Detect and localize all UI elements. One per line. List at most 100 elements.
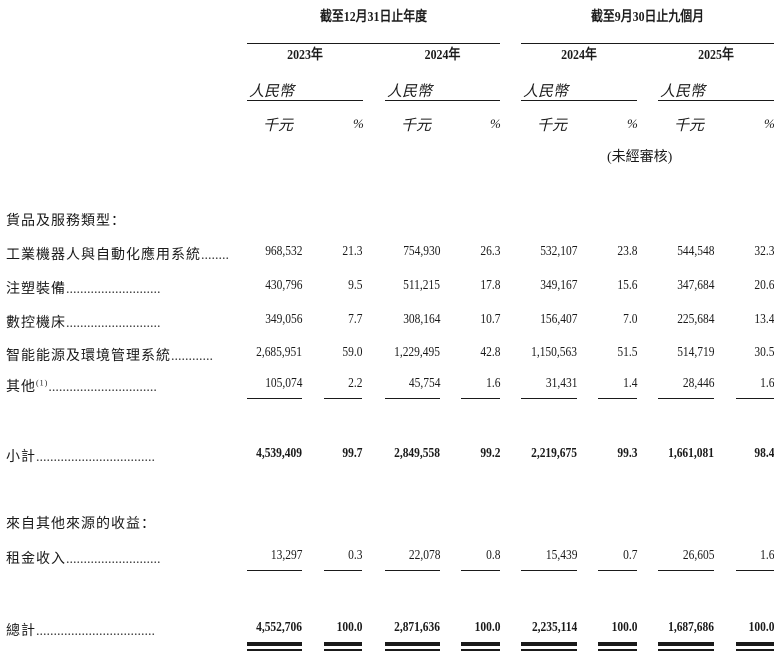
row-label: 注塑裝備........................... (6, 278, 161, 298)
double-underline (521, 642, 577, 646)
underline (598, 398, 637, 399)
leader-dots: ........................... (66, 282, 161, 297)
unaudited-label: (未經審核) (607, 150, 673, 165)
amount-cell: 2,219,675 (531, 446, 577, 461)
underline (736, 398, 774, 399)
currency-label: 人民幣 (523, 84, 569, 100)
amount-cell: 430,796 (264, 278, 302, 293)
double-underline (385, 642, 440, 646)
row-label: 數控機床........................... (6, 312, 161, 332)
leader-dots: ............................... (48, 380, 157, 395)
row-label: 智能能源及環境管理系統............ (6, 345, 213, 365)
amount-cell: 2,235,114 (531, 620, 577, 635)
row-label-text: 租金收入 (6, 552, 66, 567)
underline (385, 570, 440, 571)
percent-cell: 32.3 (753, 244, 774, 259)
percent-cell: 1.4 (622, 376, 637, 391)
double-underline (521, 649, 577, 651)
double-underline (598, 649, 637, 651)
underline (461, 398, 500, 399)
amount-cell: 4,552,706 (256, 620, 302, 635)
percent-cell: 17.8 (479, 278, 500, 293)
percent-cell: 99.7 (341, 446, 362, 461)
footnote-ref: (1) (36, 378, 49, 388)
percent-cell: 15.6 (616, 278, 637, 293)
double-underline (247, 642, 302, 646)
header-year-ended: 截至12月31日止年度 (319, 10, 428, 25)
amount-cell: 2,871,636 (394, 620, 440, 635)
percent-cell: 13.4 (753, 312, 774, 327)
double-underline (736, 649, 774, 651)
amount-cell: 1,687,686 (668, 620, 714, 635)
percent-cell: 0.8 (485, 548, 500, 563)
percent-cell: 100.0 (336, 620, 362, 635)
double-underline (461, 649, 500, 651)
amount-cell: 511,215 (403, 278, 440, 293)
percent-cell: 2.2 (347, 376, 362, 391)
percent-cell: 99.2 (479, 446, 500, 461)
section-other-sources: 來自其他來源的收益： (6, 517, 156, 532)
amount-cell: 156,407 (539, 312, 577, 327)
amount-cell: 45,754 (408, 376, 440, 391)
percent-label: % (764, 116, 774, 131)
percent-cell: 1.6 (485, 376, 500, 391)
percent-cell: 7.7 (347, 312, 362, 327)
underline (658, 570, 714, 571)
amount-cell: 754,930 (402, 244, 440, 259)
year-header: 2024年 (561, 48, 597, 63)
amount-cell: 22,078 (408, 548, 440, 563)
amount-cell: 4,539,409 (256, 446, 302, 461)
percent-cell: 0.3 (347, 548, 362, 563)
amount-cell: 532,107 (539, 244, 577, 259)
amount-cell: 544,548 (676, 244, 714, 259)
row-label: 租金收入........................... (6, 548, 161, 568)
amount-cell: 2,849,558 (394, 446, 440, 461)
percent-cell: 10.7 (479, 312, 500, 327)
percent-cell: 26.3 (479, 244, 500, 259)
year-header: 2024年 (424, 48, 461, 63)
amount-cell: 1,661,081 (668, 446, 714, 461)
amount-cell: 349,056 (264, 312, 302, 327)
row-label: 總計.................................. (6, 620, 155, 640)
row-label-text: 小計 (6, 450, 36, 465)
amount-cell: 15,439 (545, 548, 577, 563)
unit-label: 千元 (401, 118, 432, 134)
row-label-text: 工業機器人與自動化應用系統 (6, 248, 201, 263)
header-nine-months: 截至9月30日止九個月 (590, 10, 705, 25)
percent-cell: 30.5 (753, 345, 774, 360)
row-label: 工業機器人與自動化應用系統........ (6, 244, 229, 264)
percent-label: % (627, 116, 638, 131)
underline (521, 570, 577, 571)
percent-cell: 0.7 (622, 548, 637, 563)
amount-cell: 26,605 (682, 548, 714, 563)
currency-label: 人民幣 (660, 84, 706, 100)
double-underline (324, 649, 362, 651)
leader-dots: .................................. (36, 624, 155, 639)
percent-cell: 21.3 (341, 244, 362, 259)
section-goods-services: 貨品及服務類型： (6, 214, 126, 229)
underline (385, 398, 440, 399)
unit-label: 千元 (263, 118, 294, 134)
percent-cell: 1.6 (759, 376, 774, 391)
double-underline (247, 649, 302, 651)
double-underline (598, 642, 637, 646)
divider (658, 100, 774, 101)
amount-cell: 13,297 (270, 548, 302, 563)
row-label-text: 其他 (6, 380, 36, 395)
underline (521, 398, 577, 399)
double-underline (461, 642, 500, 646)
row-label-text: 總計 (6, 624, 36, 639)
percent-cell: 7.0 (622, 312, 637, 327)
percent-label: % (353, 116, 364, 131)
divider (521, 43, 774, 44)
double-underline (324, 642, 362, 646)
year-header: 2025年 (698, 48, 734, 63)
year-header: 2023年 (287, 48, 323, 63)
percent-cell: 98.4 (753, 446, 774, 461)
leader-dots: ........ (201, 248, 229, 263)
underline (461, 570, 500, 571)
percent-cell: 51.5 (616, 345, 637, 360)
leader-dots: .................................. (36, 450, 155, 465)
underline (736, 570, 774, 571)
amount-cell: 225,684 (676, 312, 714, 327)
